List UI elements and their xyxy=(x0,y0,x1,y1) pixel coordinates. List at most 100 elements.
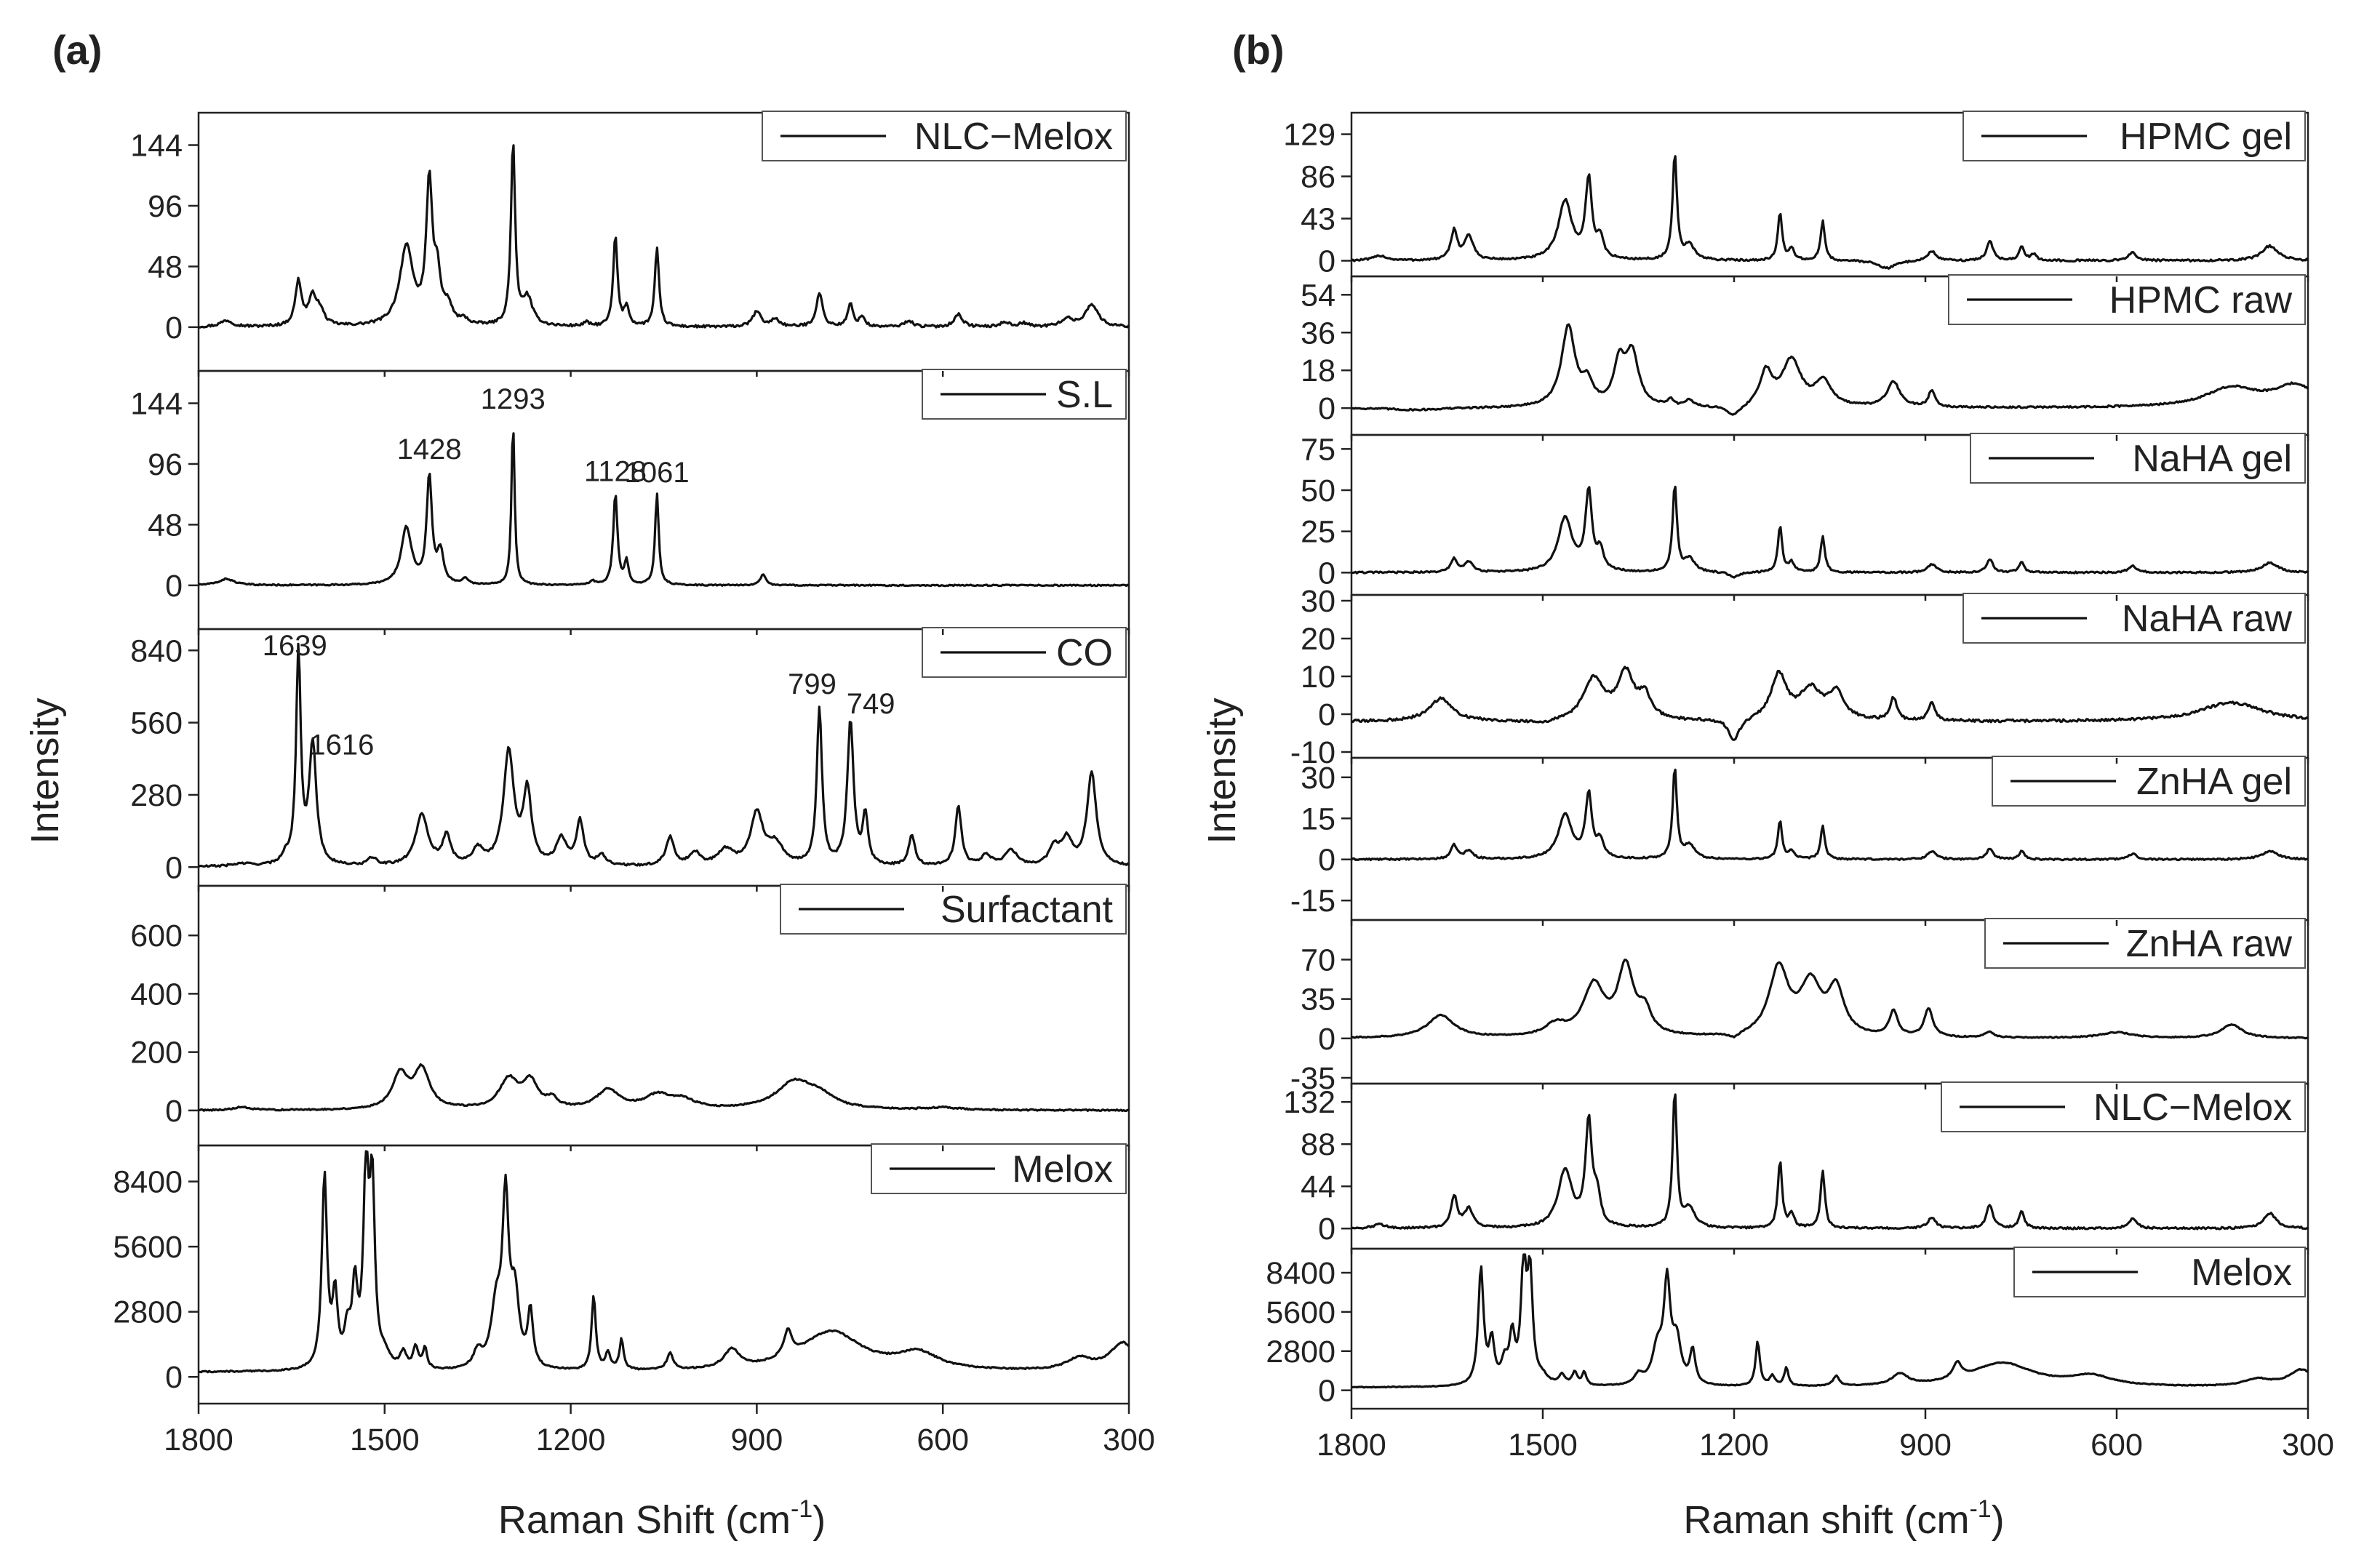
y-tick-label: 36 xyxy=(1301,316,1335,351)
spectrum-line xyxy=(1351,959,2309,1040)
legend-label: ZnHA raw xyxy=(2126,923,2293,965)
y-tick-label: 30 xyxy=(1301,761,1335,796)
y-tick-label: 0 xyxy=(1318,1212,1335,1247)
peak-annotation: 749 xyxy=(847,688,895,720)
y-tick-label: 200 xyxy=(130,1036,183,1071)
y-tick-label: 129 xyxy=(1283,118,1335,153)
subplot-frame xyxy=(1350,1247,2309,1410)
x-tick-label: 1800 xyxy=(164,1423,233,1457)
subplot-0: 0 48 96 144 NLC−Melox xyxy=(130,111,1130,372)
y-tick-label: 8400 xyxy=(113,1165,183,1200)
subplot-7: 0 2800 5600 8400 Melox xyxy=(1266,1247,2309,1410)
spectrum-line xyxy=(1351,1253,2309,1389)
x-tick-label: 1800 xyxy=(1317,1428,1386,1463)
panel-b-label: (b) xyxy=(1232,27,1285,73)
y-tick-label: 44 xyxy=(1301,1169,1335,1204)
y-tick-label: 30 xyxy=(1301,584,1335,619)
y-tick-label: 48 xyxy=(148,508,183,543)
y-tick-label: 840 xyxy=(130,633,183,668)
y-tick-label: 18 xyxy=(1301,353,1335,388)
y-tick-label: 10 xyxy=(1301,660,1335,695)
y-tick-label: 0 xyxy=(1318,1374,1335,1409)
spectrum-line xyxy=(1351,768,2309,862)
x-tick-label: 1500 xyxy=(350,1423,420,1457)
y-tick-label: 600 xyxy=(130,919,183,953)
legend-label: NaHA gel xyxy=(2132,438,2292,480)
y-tick-label: 0 xyxy=(165,1360,183,1395)
legend-label: NLC−Melox xyxy=(914,116,1113,158)
y-tick-label: 75 xyxy=(1301,432,1335,467)
y-tick-label: 0 xyxy=(165,311,183,345)
spectrum-line xyxy=(198,432,1130,588)
y-tick-label: 144 xyxy=(130,387,183,422)
legend-label: Melox xyxy=(2191,1252,2292,1294)
y-tick-label: 0 xyxy=(1318,244,1335,279)
x-tick-label: 600 xyxy=(2091,1428,2143,1463)
spectrum-line xyxy=(1351,1093,2309,1231)
x-tick-label: 1200 xyxy=(1699,1428,1769,1463)
y-tick-label: 0 xyxy=(1318,556,1335,591)
y-tick-label: 43 xyxy=(1301,202,1335,237)
peak-annotation: 1128 xyxy=(584,456,647,488)
x-tick-label: 900 xyxy=(1899,1428,1952,1463)
legend-label: CO xyxy=(1056,632,1113,674)
subplot-4: -15 0 15 30 ZnHA gel xyxy=(1290,756,2309,921)
y-tick-label: 35 xyxy=(1301,983,1335,1017)
y-tick-label: 0 xyxy=(165,850,183,885)
legend-label: Surfactant xyxy=(941,889,1114,931)
y-tick-label: 96 xyxy=(148,189,183,224)
x-tick-label: 1500 xyxy=(1508,1428,1578,1463)
x-tick-label: 600 xyxy=(917,1423,969,1457)
peak-annotation: 1061 xyxy=(625,457,690,489)
spectrum-line xyxy=(198,144,1130,329)
subplot-frame xyxy=(197,1144,1130,1405)
subplot-4: 0 2800 5600 8400 Melox xyxy=(113,1143,1130,1405)
y-tick-label: 5600 xyxy=(1266,1295,1335,1330)
panel-b-x-axis-label: Raman shift (cm-1) xyxy=(1683,1495,2004,1542)
x-tick-label: 1200 xyxy=(536,1423,606,1457)
spectrum-line xyxy=(1351,323,2309,416)
y-tick-label: 132 xyxy=(1283,1085,1335,1120)
y-tick-label: 25 xyxy=(1301,515,1335,550)
subplot-3: 0 200 400 600 Surfactant xyxy=(130,884,1130,1147)
y-tick-label: 88 xyxy=(1301,1127,1335,1162)
y-tick-label: 48 xyxy=(148,249,183,284)
peak-annotation: 1616 xyxy=(309,729,374,761)
panel-a-x-axis-label: Raman Shift (cm-1) xyxy=(498,1495,826,1542)
spectrum-line xyxy=(1351,665,2309,741)
peak-annotation: 1293 xyxy=(481,383,546,415)
y-tick-label: 400 xyxy=(130,977,183,1012)
legend-label: NaHA raw xyxy=(2122,598,2293,640)
y-tick-label: 96 xyxy=(148,447,183,482)
subplot-2: 0 280 560 840 CO 1639 1616 799 749 xyxy=(130,627,1130,887)
panel-a: (a) Intensity Raman Shift (cm-1) 0 48 96 14… xyxy=(23,27,1155,1542)
y-tick-label: 0 xyxy=(1318,391,1335,426)
spectrum-line xyxy=(1351,485,2309,579)
legend-label: HPMC gel xyxy=(2120,116,2292,158)
x-tick-label: 300 xyxy=(1103,1423,1155,1457)
y-tick-label: 8400 xyxy=(1266,1256,1335,1291)
peak-annotation: 799 xyxy=(788,668,836,700)
spectrum-line xyxy=(1351,155,2309,270)
y-tick-label: 86 xyxy=(1301,160,1335,195)
y-tick-label: -10 xyxy=(1290,735,1335,770)
y-tick-label: 0 xyxy=(1318,843,1335,878)
y-tick-label: -35 xyxy=(1290,1061,1335,1096)
y-tick-label: 2800 xyxy=(113,1295,183,1330)
y-tick-label: 20 xyxy=(1301,622,1335,657)
spectrum-line xyxy=(198,642,1130,868)
y-tick-label: 560 xyxy=(130,706,183,741)
y-tick-label: 0 xyxy=(1318,697,1335,732)
spectrum-line xyxy=(199,1150,1130,1374)
spectrum-line xyxy=(198,1063,1130,1113)
panel-b-y-axis-label: Intensity xyxy=(1200,697,1244,844)
legend-label: S.L xyxy=(1056,374,1113,416)
legend-label: Melox xyxy=(1012,1148,1113,1191)
legend-label: NLC−Melox xyxy=(2093,1087,2292,1129)
subplot-5: -35 0 35 70 ZnHA raw xyxy=(1290,918,2309,1096)
x-tick-label: 300 xyxy=(2282,1428,2334,1463)
